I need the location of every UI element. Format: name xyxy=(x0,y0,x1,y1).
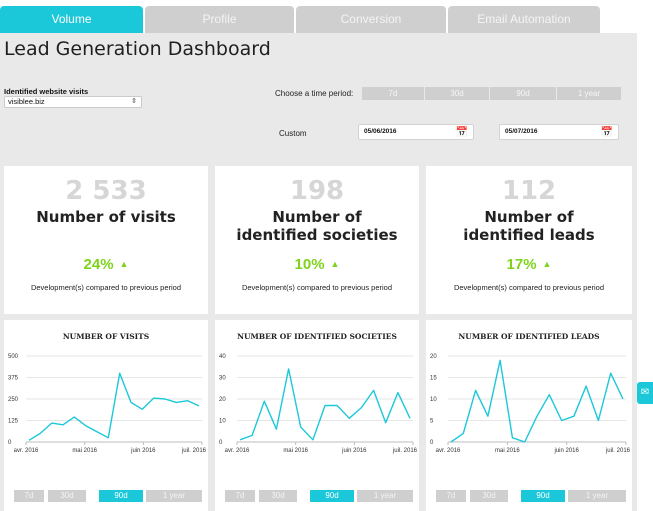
y-tick-label: 5 xyxy=(430,419,434,425)
chart-range-7d-button[interactable]: 7d xyxy=(225,490,255,502)
date-from-input[interactable]: 05/06/2016 📅 xyxy=(358,124,474,140)
kpi-card-visits: 2 533 Number of visits 24% ▲ Development(… xyxy=(4,166,208,314)
kpi-value: 198 xyxy=(289,176,345,206)
visits-line-chart: 0 125 250 375 500 avr. 2016 mai 2016 juin 2016 j… xyxy=(8,354,207,454)
tab-bar: Volume Profile Conversion Email Automati… xyxy=(0,0,653,33)
series-line xyxy=(28,372,200,441)
x-tick-label: avr. 2016 xyxy=(14,448,39,454)
y-tick-label: 375 xyxy=(8,376,19,382)
x-tick-label: juil. 2016 xyxy=(392,448,418,454)
kpi-card-societies: 198 Number of identified societies 10% ▲ … xyxy=(215,166,419,314)
x-tick-label: avr. 2016 xyxy=(225,448,250,454)
chart-range-buttons: 7d 30d 90d 1 year xyxy=(426,490,632,502)
y-tick-label: 0 xyxy=(8,440,12,446)
y-tick-label: 20 xyxy=(430,354,437,360)
chart-title: NUMBER OF IDENTIFIED SOCIETIES xyxy=(237,332,397,341)
chart-range-1year-button[interactable]: 1 year xyxy=(568,490,626,502)
period-7d-button[interactable]: 7d xyxy=(362,87,424,100)
chart-range-90d-button[interactable]: 90d xyxy=(99,490,143,502)
kpi-label: Number of identified societies xyxy=(236,208,398,244)
kpi-note: Development(s) compared to previous peri… xyxy=(453,283,605,292)
kpi-change-value: 10% xyxy=(294,256,325,273)
tab-conversion[interactable]: Conversion xyxy=(296,6,446,33)
kpi-card-leads: 112 Number of identified leads 17% ▲ Deve… xyxy=(426,166,632,314)
tab-email-automation[interactable]: Email Automation xyxy=(448,6,600,33)
y-tick-label: 15 xyxy=(430,376,437,382)
series-line xyxy=(239,368,411,441)
custom-label: Custom xyxy=(279,129,307,138)
calendar-icon[interactable]: 📅 xyxy=(600,127,613,138)
x-tick-label: mai 2016 xyxy=(283,448,308,454)
chart-range-30d-button[interactable]: 30d xyxy=(470,490,508,502)
site-select-value: visiblee.biz xyxy=(8,97,45,106)
leads-line-chart: 0 5 10 15 20 avr. 2016 mai 2016 juin 2016 juil. … xyxy=(430,354,631,454)
period-30d-button[interactable]: 30d xyxy=(425,87,489,100)
chart-range-7d-button[interactable]: 7d xyxy=(436,490,466,502)
y-tick-label: 20 xyxy=(219,397,226,403)
chart-range-buttons: 7d 30d 90d 1 year xyxy=(215,490,419,502)
kpi-note: Development(s) compared to previous peri… xyxy=(241,283,393,292)
date-from-value: 05/06/2016 xyxy=(364,128,397,135)
date-to-value: 05/07/2016 xyxy=(505,128,538,135)
chart-range-90d-button[interactable]: 90d xyxy=(521,490,565,502)
kpi-change-value: 24% xyxy=(83,256,114,273)
y-tick-label: 10 xyxy=(430,397,437,403)
x-tick-label: avr. 2016 xyxy=(436,448,461,454)
chart-range-30d-button[interactable]: 30d xyxy=(259,490,297,502)
chart-range-90d-button[interactable]: 90d xyxy=(310,490,354,502)
period-90d-button[interactable]: 90d xyxy=(490,87,556,100)
chart-range-1year-button[interactable]: 1 year xyxy=(146,490,202,502)
tab-volume[interactable]: Volume xyxy=(0,6,143,33)
kpi-label: Number of visits xyxy=(36,208,176,226)
x-tick-label: juil. 2016 xyxy=(605,448,631,454)
y-tick-label: 30 xyxy=(219,376,226,382)
kpi-change-value: 17% xyxy=(506,256,537,273)
x-tick-label: juin 2016 xyxy=(341,448,367,454)
y-tick-label: 10 xyxy=(219,419,226,425)
x-tick-label: mai 2016 xyxy=(72,448,97,454)
y-tick-label: 500 xyxy=(8,354,19,360)
date-to-input[interactable]: 05/07/2016 📅 xyxy=(499,124,619,140)
mail-icon[interactable]: ✉ xyxy=(637,382,653,404)
y-tick-label: 0 xyxy=(430,440,434,446)
kpi-value: 2 533 xyxy=(65,176,147,206)
chart-title: NUMBER OF VISITS xyxy=(62,332,150,341)
kpi-label: Number of identified leads xyxy=(463,208,595,244)
kpi-value: 112 xyxy=(501,176,557,206)
chart-card-visits: NUMBER OF VISITS 0 125 250 375 500 avr. 2016 m… xyxy=(4,320,208,511)
site-select[interactable]: visiblee.biz ⇳ xyxy=(4,96,142,108)
kpi-note: Development(s) compared to previous peri… xyxy=(30,283,182,292)
kpi-change: 24% ▲ xyxy=(4,256,208,273)
x-tick-label: mai 2016 xyxy=(495,448,520,454)
kpi-change: 17% ▲ xyxy=(426,256,632,273)
page-title: Lead Generation Dashboard xyxy=(4,38,271,60)
chart-card-societies: NUMBER OF IDENTIFIED SOCIETIES 0 10 20 30 40… xyxy=(215,320,419,511)
site-select-label: Identified website visits xyxy=(4,87,89,96)
y-tick-label: 250 xyxy=(8,397,19,403)
chart-range-buttons: 7d 30d 90d 1 year xyxy=(4,490,208,502)
y-tick-label: 0 xyxy=(219,440,223,446)
time-period-label: Choose a time period: xyxy=(275,89,354,98)
chart-card-leads: NUMBER OF IDENTIFIED LEADS 0 5 10 15 20 avr. … xyxy=(426,320,632,511)
series-line xyxy=(450,359,624,443)
x-tick-label: juil. 2016 xyxy=(181,448,207,454)
tab-profile[interactable]: Profile xyxy=(145,6,294,33)
select-arrows-icon: ⇳ xyxy=(131,98,137,105)
chart-range-7d-button[interactable]: 7d xyxy=(14,490,44,502)
chart-range-1year-button[interactable]: 1 year xyxy=(357,490,413,502)
triangle-up-icon: ▲ xyxy=(330,259,340,269)
chart-title: NUMBER OF IDENTIFIED LEADS xyxy=(458,332,600,341)
x-tick-label: juin 2016 xyxy=(130,448,156,454)
chart-range-30d-button[interactable]: 30d xyxy=(48,490,86,502)
y-tick-label: 125 xyxy=(8,419,19,425)
period-1year-button[interactable]: 1 year xyxy=(557,87,621,100)
calendar-icon[interactable]: 📅 xyxy=(455,127,468,138)
triangle-up-icon: ▲ xyxy=(119,259,129,269)
y-tick-label: 40 xyxy=(219,354,226,360)
x-tick-label: juin 2016 xyxy=(553,448,579,454)
triangle-up-icon: ▲ xyxy=(542,259,552,269)
societies-line-chart: 0 10 20 30 40 avr. 2016 mai 2016 juin 2016 juil.… xyxy=(219,354,418,454)
kpi-change: 10% ▲ xyxy=(215,256,419,273)
